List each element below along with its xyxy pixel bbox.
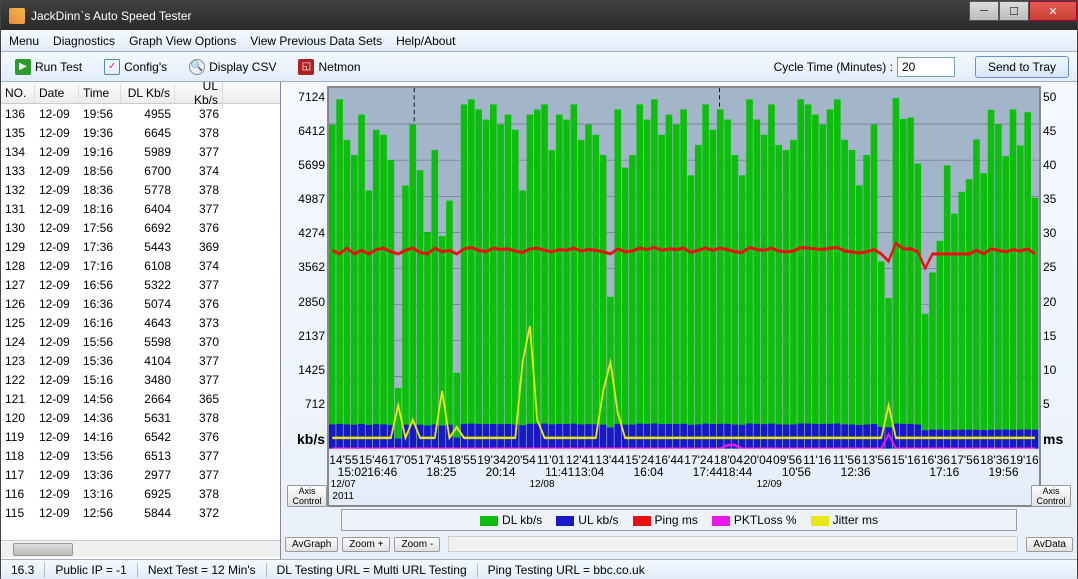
minimize-button[interactable]: ─ bbox=[969, 1, 999, 21]
status-next-test: Next Test = 12 Min's bbox=[137, 563, 256, 577]
close-button[interactable]: ✕ bbox=[1029, 1, 1077, 21]
col-date[interactable]: Date bbox=[35, 84, 79, 102]
cycle-time-label: Cycle Time (Minutes) : bbox=[774, 60, 893, 74]
legend-item: UL kb/s bbox=[556, 513, 618, 527]
search-icon: 🔍 bbox=[189, 59, 205, 75]
display-csv-button[interactable]: 🔍Display CSV bbox=[183, 57, 282, 77]
table-row[interactable]: 12912-0917:365443369 bbox=[1, 237, 280, 256]
menu-previous-data[interactable]: View Previous Data Sets bbox=[250, 34, 382, 48]
table-row[interactable]: 13512-0919:366645378 bbox=[1, 123, 280, 142]
status-bar: 16.3 Public IP = -1 Next Test = 12 Min's… bbox=[1, 559, 1077, 579]
table-row[interactable]: 13112-0918:166404377 bbox=[1, 199, 280, 218]
run-test-button[interactable]: ▶Run Test bbox=[9, 57, 88, 77]
netmon-button[interactable]: ◱Netmon bbox=[292, 57, 366, 77]
avgraph-button[interactable]: AvGraph bbox=[285, 537, 338, 552]
status-dl-url: DL Testing URL = Multi URL Testing bbox=[266, 563, 467, 577]
menu-graph-view[interactable]: Graph View Options bbox=[129, 34, 236, 48]
table-row[interactable]: 12212-0915:163480377 bbox=[1, 370, 280, 389]
menu-menu[interactable]: Menu bbox=[9, 34, 39, 48]
cycle-time-input[interactable] bbox=[897, 57, 955, 77]
app-window: JackDinn`s Auto Speed Tester ─ ☐ ✕ Menu … bbox=[0, 0, 1078, 578]
h-scroll-thumb[interactable] bbox=[13, 543, 73, 556]
table-row[interactable]: 12012-0914:365631378 bbox=[1, 408, 280, 427]
netmon-icon: ◱ bbox=[298, 59, 314, 75]
toolbar: ▶Run Test ✓Config's 🔍Display CSV ◱Netmon… bbox=[1, 52, 1077, 82]
titlebar[interactable]: JackDinn`s Auto Speed Tester ─ ☐ ✕ bbox=[1, 1, 1077, 30]
h-scrollbar[interactable] bbox=[1, 540, 280, 557]
zoom-out-button[interactable]: Zoom - bbox=[394, 537, 440, 552]
table-body[interactable]: 13612-0919:56495537613512-0919:366645378… bbox=[1, 104, 280, 540]
axis-control-left[interactable]: Axis Control bbox=[287, 485, 327, 507]
axis-control-right[interactable]: Axis Control bbox=[1031, 485, 1071, 507]
legend-item: DL kb/s bbox=[480, 513, 542, 527]
status-ping-url: Ping Testing URL = bbc.co.uk bbox=[477, 563, 645, 577]
legend-item: Ping ms bbox=[633, 513, 698, 527]
legend-item: Jitter ms bbox=[811, 513, 878, 527]
table-row[interactable]: 12412-0915:565598370 bbox=[1, 332, 280, 351]
col-no[interactable]: NO. bbox=[1, 84, 35, 102]
y-axis-right: 5045403530252015105ms bbox=[1041, 86, 1073, 507]
status-ip: Public IP = -1 bbox=[44, 563, 126, 577]
x-axis-labels: 14'5515'4617'0517'4518'5519'3420'5411'01… bbox=[329, 451, 1039, 505]
status-version: 16.3 bbox=[11, 563, 34, 577]
chart-pane: 712464125699498742743562285021371425712k… bbox=[281, 82, 1077, 559]
table-row[interactable]: 11612-0913:166925378 bbox=[1, 484, 280, 503]
data-table-pane: NO. Date Time DL Kb/s UL Kb/s 13612-0919… bbox=[1, 82, 281, 559]
checkbox-icon: ✓ bbox=[104, 59, 120, 75]
zoom-in-button[interactable]: Zoom + bbox=[342, 537, 390, 552]
table-row[interactable]: 13212-0918:365778378 bbox=[1, 180, 280, 199]
table-row[interactable]: 12512-0916:164643373 bbox=[1, 313, 280, 332]
table-row[interactable]: 13012-0917:566692376 bbox=[1, 218, 280, 237]
table-row[interactable]: 11712-0913:362977377 bbox=[1, 465, 280, 484]
app-icon bbox=[9, 8, 25, 24]
chart-plot[interactable]: 14'5515'4617'0517'4518'5519'3420'5411'01… bbox=[327, 86, 1041, 507]
configs-button[interactable]: ✓Config's bbox=[98, 57, 173, 77]
col-time[interactable]: Time bbox=[79, 84, 121, 102]
table-header: NO. Date Time DL Kb/s UL Kb/s bbox=[1, 82, 280, 104]
chart-legend: DL kb/s UL kb/s Ping ms PKTLoss % Jitter ms bbox=[341, 509, 1017, 531]
y-axis-left: 712464125699498742743562285021371425712k… bbox=[285, 86, 327, 507]
table-row[interactable]: 13312-0918:566700374 bbox=[1, 161, 280, 180]
table-row[interactable]: 12112-0914:562664365 bbox=[1, 389, 280, 408]
table-row[interactable]: 12612-0916:365074376 bbox=[1, 294, 280, 313]
menu-help[interactable]: Help/About bbox=[396, 34, 455, 48]
menu-diagnostics[interactable]: Diagnostics bbox=[53, 34, 115, 48]
table-row[interactable]: 11812-0913:566513377 bbox=[1, 446, 280, 465]
menu-bar: Menu Diagnostics Graph View Options View… bbox=[1, 30, 1077, 52]
table-row[interactable]: 11512-0912:565844372 bbox=[1, 503, 280, 522]
table-row[interactable]: 11912-0914:166542376 bbox=[1, 427, 280, 446]
window-title: JackDinn`s Auto Speed Tester bbox=[31, 9, 192, 23]
table-row[interactable]: 13412-0919:165989377 bbox=[1, 142, 280, 161]
col-ul[interactable]: UL Kb/s bbox=[175, 82, 223, 109]
legend-item: PKTLoss % bbox=[712, 513, 797, 527]
table-row[interactable]: 12312-0915:364104377 bbox=[1, 351, 280, 370]
table-row[interactable]: 12812-0917:166108374 bbox=[1, 256, 280, 275]
col-dl[interactable]: DL Kb/s bbox=[121, 84, 175, 102]
table-row[interactable]: 13612-0919:564955376 bbox=[1, 104, 280, 123]
play-icon: ▶ bbox=[15, 59, 31, 75]
send-to-tray-button[interactable]: Send to Tray bbox=[975, 56, 1069, 78]
table-row[interactable]: 12712-0916:565322377 bbox=[1, 275, 280, 294]
maximize-button[interactable]: ☐ bbox=[999, 1, 1029, 21]
avdata-button[interactable]: AvData bbox=[1026, 537, 1073, 552]
chart-h-scroll[interactable] bbox=[448, 536, 1018, 552]
